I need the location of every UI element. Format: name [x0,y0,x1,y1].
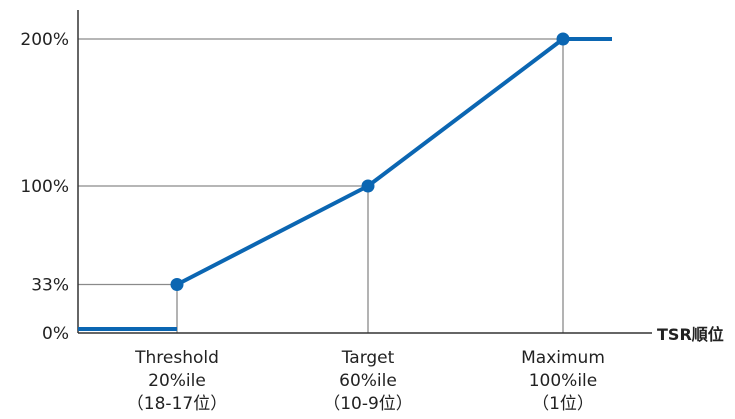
x-axis-title: TSR順位 [657,325,724,344]
y-tick-label-0: 0% [42,324,69,344]
y-tick-label-100: 100% [20,177,69,197]
x-tick-label-maximum-line3: （1位） [532,394,594,414]
y-tick-label-200: 200% [20,30,69,50]
data-point-threshold [170,277,184,291]
x-tick-label-threshold-line2: 20%ile [148,371,206,391]
x-tick-label-target-line3: （10-9位） [323,394,413,414]
data-point-target [361,179,375,193]
payout-line [176,37,612,287]
x-tick-label-maximum-line2: 100%ile [529,371,598,391]
x-tick-label-threshold-line3: （18-17位） [127,394,227,414]
x-tick-label-threshold-line1: Threshold [134,348,219,368]
x-tick-label-target-line2: 60%ile [339,371,397,391]
x-tick-label-maximum-line1: Maximum [521,348,605,368]
data-point-maximum [556,32,570,46]
y-tick-label-33: 33% [31,275,69,295]
x-tick-label-target-line1: Target [341,348,395,368]
